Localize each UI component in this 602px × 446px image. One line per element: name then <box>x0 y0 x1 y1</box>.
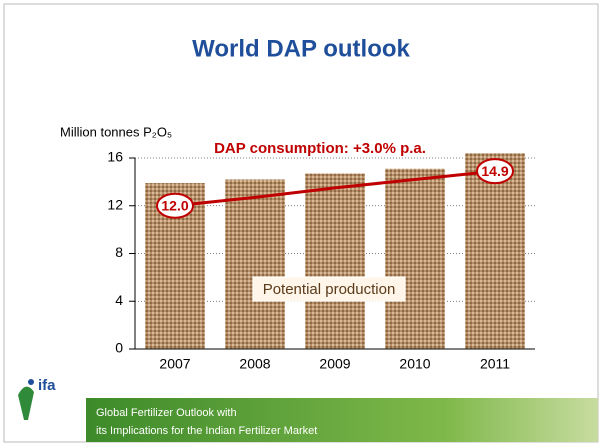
value-label: 14.9 <box>481 163 508 179</box>
x-tick-label: 2011 <box>480 356 510 372</box>
bar <box>225 179 285 349</box>
value-label: 12.0 <box>161 197 188 213</box>
y-tick-label: 4 <box>115 292 123 308</box>
x-tick-label: 2008 <box>239 356 270 372</box>
series-label: DAP consumption: +3.0% p.a. <box>214 140 426 157</box>
chart-title: World DAP outlook <box>192 35 410 62</box>
x-tick-label: 2007 <box>159 356 190 372</box>
logo-text: ifa <box>38 377 56 394</box>
y-tick-label: 0 <box>115 340 123 356</box>
y-tick-label: 12 <box>107 196 123 212</box>
footer-line: its Implications for the Indian Fertiliz… <box>96 425 317 437</box>
bar <box>385 169 445 349</box>
logo-dot <box>28 379 34 385</box>
y-tick-label: 8 <box>115 244 123 260</box>
slide: World DAP outlook Million tonnes P₂O₅ Gl… <box>0 0 602 446</box>
y-axis-label: Million tonnes P₂O₅ <box>60 124 172 139</box>
x-tick-label: 2010 <box>399 356 430 372</box>
bar <box>305 174 365 349</box>
y-tick-label: 16 <box>107 149 123 165</box>
legend-label: Potential production <box>263 281 396 298</box>
x-tick-label: 2009 <box>319 356 350 372</box>
footer-line: Global Fertilizer Outlook with <box>96 407 237 419</box>
